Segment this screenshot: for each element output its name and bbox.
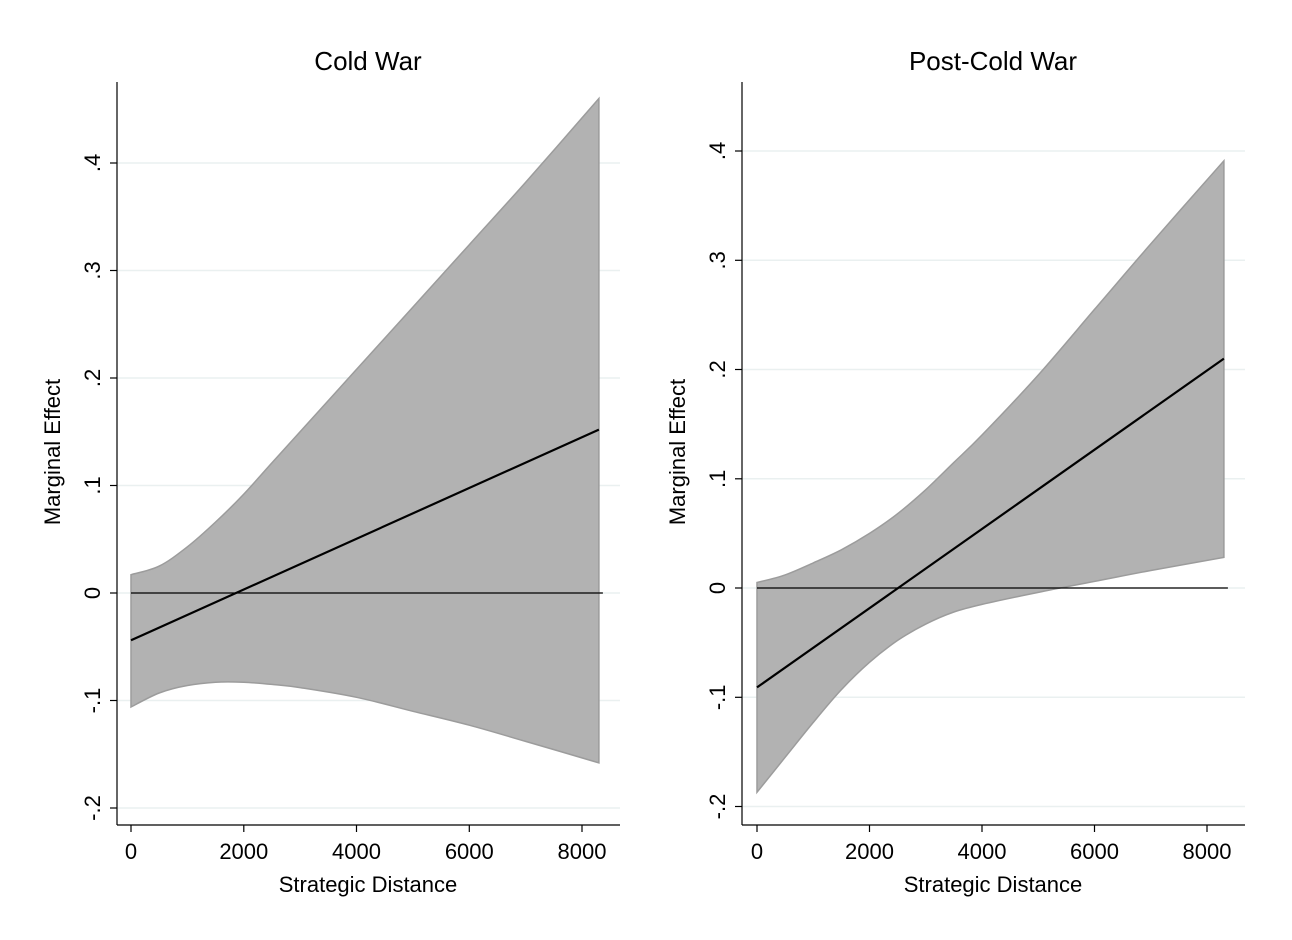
panel-title-post-cold-war: Post-Cold War [909,46,1077,76]
x-axis-label-cold-war: Strategic Distance [279,872,458,897]
marginal-effect-line-post-cold-war [756,357,1225,689]
y-tick-label-cold-war-6: .4 [80,154,105,172]
x-tick-label-post-cold-war-3: 6000 [1070,839,1119,864]
y-tick-label-post-cold-war-5: .3 [705,251,730,269]
y-axis-label-post-cold-war: Marginal Effect [665,379,690,525]
confidence-band-post-cold-war [756,158,1225,795]
y-tick-label-post-cold-war-1: -.1 [705,684,730,710]
x-tick-label-post-cold-war-2: 4000 [958,839,1007,864]
x-tick-label-cold-war-2: 4000 [332,839,381,864]
panel-post-cold-war: Post-Cold War Strategic Distance Margina… [665,46,1245,897]
y-tick-label-cold-war-1: -.1 [80,688,105,714]
confidence-band-cold-war [130,96,600,764]
x-tick-label-post-cold-war-0: 0 [751,839,763,864]
y-axis-label-cold-war: Marginal Effect [40,379,65,525]
y-tick-label-post-cold-war-6: .4 [705,142,730,160]
x-tick-label-cold-war-4: 8000 [558,839,607,864]
plot-area-cold-war: -.2 -.1 0 .1 .2 .3 .4 0 2000 4000 6000 8000 [80,82,620,864]
x-tick-label-post-cold-war-4: 8000 [1183,839,1232,864]
y-tick-label-cold-war-3: .1 [80,476,105,494]
panel-title-cold-war: Cold War [314,46,422,76]
y-tick-label-cold-war-2: 0 [80,587,105,599]
x-tick-label-post-cold-war-1: 2000 [845,839,894,864]
y-tick-label-cold-war-4: .2 [80,369,105,387]
x-tick-label-cold-war-3: 6000 [445,839,494,864]
panel-cold-war: Cold War Strategic Distance Marginal Eff… [40,46,620,897]
x-tick-label-cold-war-1: 2000 [219,839,268,864]
y-tick-label-post-cold-war-0: -.2 [705,794,730,820]
plot-area-post-cold-war: -.2 -.1 0 .1 .2 .3 .4 0 2000 4000 6000 8000 [705,82,1245,864]
marginal-effect-line-cold-war [130,428,600,642]
y-tick-label-cold-war-5: .3 [80,261,105,279]
y-tick-label-post-cold-war-2: 0 [705,582,730,594]
x-tick-label-cold-war-0: 0 [125,839,137,864]
y-tick-label-cold-war-0: -.2 [80,795,105,821]
y-tick-label-post-cold-war-4: .2 [705,360,730,378]
y-tick-label-post-cold-war-3: .1 [705,470,730,488]
x-axis-label-post-cold-war: Strategic Distance [904,872,1083,897]
